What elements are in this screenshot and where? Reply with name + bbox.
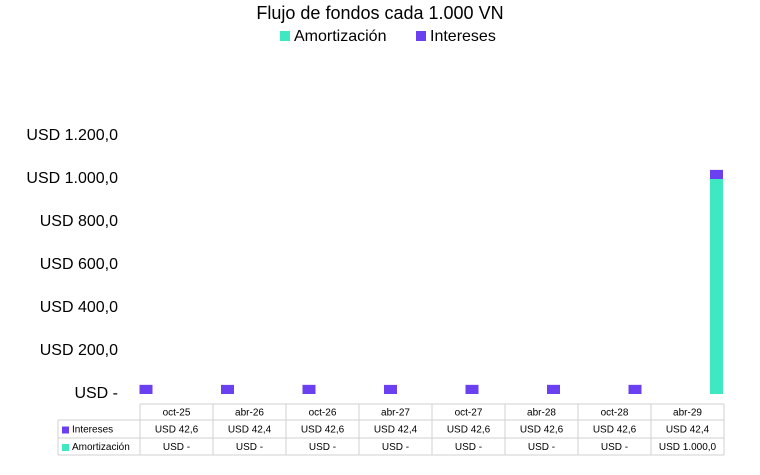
y-tick-label: USD 200,0 xyxy=(40,342,118,359)
data-label: USD - xyxy=(236,442,263,453)
data-label: USD - xyxy=(382,442,409,453)
table-row-label: Amortización xyxy=(72,442,130,453)
bar xyxy=(628,384,642,394)
data-label: USD - xyxy=(455,442,482,453)
data-label: USD 42,6 xyxy=(301,425,345,436)
table-row-label: Intereses xyxy=(72,425,113,436)
bar xyxy=(139,384,153,394)
data-label: USD 42,4 xyxy=(374,425,418,436)
x-tick-label: abr-27 xyxy=(381,408,410,419)
x-tick-label: oct-28 xyxy=(601,408,629,419)
y-tick-label: USD 800,0 xyxy=(40,213,118,230)
bar xyxy=(465,384,479,394)
legend-label: Amortización xyxy=(294,28,386,45)
bar xyxy=(710,169,723,179)
y-tick-label: USD 600,0 xyxy=(40,256,118,273)
chart-title: Flujo de fondos cada 1.000 VN xyxy=(256,3,503,23)
legend-label: Intereses xyxy=(430,28,496,45)
x-tick-label: oct-26 xyxy=(309,408,337,419)
y-tick-label: USD 400,0 xyxy=(40,299,118,316)
bar xyxy=(384,384,397,394)
x-tick-label: oct-27 xyxy=(455,408,483,419)
legend-swatch xyxy=(416,31,426,41)
bar xyxy=(710,179,723,394)
data-label: USD 42,4 xyxy=(228,425,272,436)
data-label: USD - xyxy=(309,442,336,453)
data-label: USD 42,6 xyxy=(447,425,491,436)
table-legend-swatch xyxy=(62,426,69,434)
x-tick-label: abr-28 xyxy=(527,408,556,419)
data-label: USD 42,6 xyxy=(593,425,637,436)
data-label: USD 1.000,0 xyxy=(659,442,717,453)
y-tick-label: USD 1.200,0 xyxy=(26,127,118,144)
bar xyxy=(302,384,316,394)
data-label: USD - xyxy=(528,442,555,453)
bar xyxy=(221,384,234,394)
data-label: USD - xyxy=(601,442,628,453)
data-label: USD - xyxy=(163,442,190,453)
x-tick-label: abr-26 xyxy=(235,408,264,419)
bar xyxy=(547,384,560,394)
table-legend-swatch xyxy=(62,444,69,451)
data-label: USD 42,6 xyxy=(155,425,199,436)
data-label: USD 42,4 xyxy=(666,425,710,436)
x-tick-label: abr-29 xyxy=(673,408,702,419)
data-label: USD 42,6 xyxy=(520,425,564,436)
x-tick-label: oct-25 xyxy=(163,408,191,419)
legend-swatch xyxy=(280,31,290,41)
y-tick-label: USD - xyxy=(74,385,118,402)
y-tick-label: USD 1.000,0 xyxy=(26,170,118,187)
